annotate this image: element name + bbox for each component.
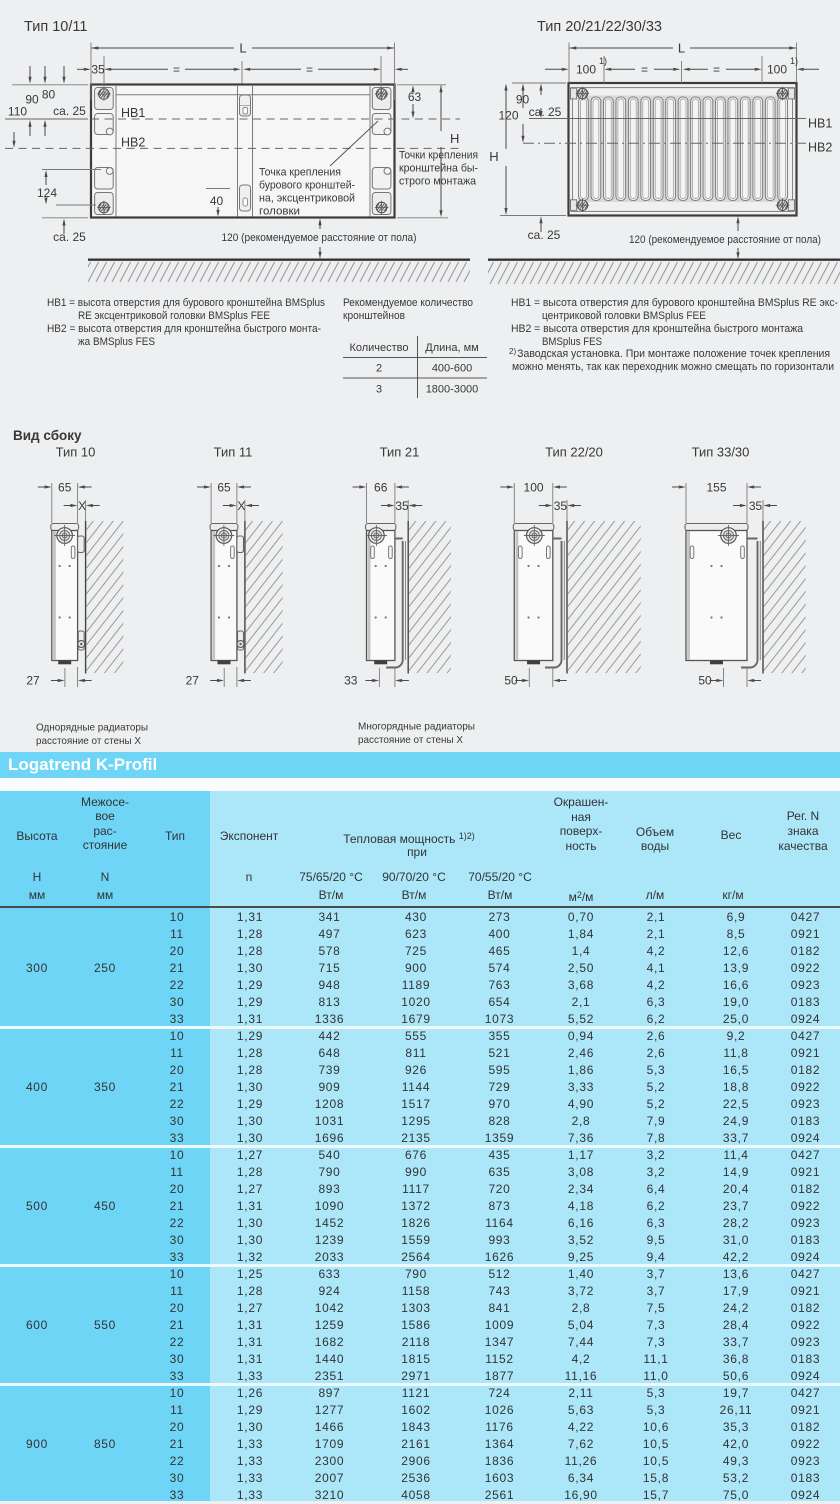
svg-text:X: X	[78, 499, 86, 513]
svg-text:Длина, мм: Длина, мм	[425, 342, 478, 354]
svg-text:головки: головки	[259, 206, 300, 218]
svg-text:Количество: Количество	[349, 342, 408, 354]
svg-text:2: 2	[376, 363, 382, 375]
svg-text:жа BMSplus FES: жа BMSplus FES	[78, 336, 155, 348]
svg-text:Тип 10: Тип 10	[56, 445, 96, 460]
svg-text:Тип 22/20: Тип 22/20	[545, 445, 603, 460]
svg-text:=: =	[713, 62, 720, 76]
svg-text:65: 65	[58, 481, 72, 495]
svg-text:бурового кронштей-: бурового кронштей-	[259, 180, 355, 192]
svg-text:ca. 25: ca. 25	[529, 105, 562, 119]
svg-text:40: 40	[210, 194, 224, 208]
svg-text:Тип 11: Тип 11	[214, 445, 253, 460]
svg-text:HB1: HB1	[121, 106, 145, 120]
svg-text:35: 35	[749, 499, 763, 513]
svg-text:65: 65	[217, 481, 231, 495]
svg-text:Рекомендуемое количество: Рекомендуемое количество	[343, 297, 473, 309]
svg-text:80: 80	[42, 88, 56, 102]
svg-text:Тип 33/30: Тип 33/30	[692, 445, 750, 460]
svg-text:кронштейнов: кронштейнов	[343, 310, 405, 322]
svg-text:=: =	[173, 62, 180, 76]
svg-text:3: 3	[376, 384, 382, 396]
svg-text:L: L	[678, 41, 685, 56]
svg-text:27: 27	[186, 674, 200, 688]
svg-text:HB2: HB2	[808, 141, 832, 155]
svg-text:66: 66	[374, 481, 388, 495]
svg-text:=: =	[306, 62, 313, 76]
svg-text:можно менять, так как переходн: можно менять, так как переходник можно с…	[512, 361, 834, 373]
svg-text:Вид сбоку: Вид сбоку	[13, 428, 82, 443]
svg-text:Тип 21: Тип 21	[380, 445, 420, 460]
svg-text:35: 35	[395, 499, 409, 513]
svg-text:63: 63	[408, 90, 422, 104]
svg-text:L: L	[239, 41, 246, 56]
svg-text:X: X	[237, 499, 245, 513]
svg-text:RE эксцентриковой головки BMSp: RE эксцентриковой головки BMSplus FEE	[78, 310, 270, 322]
svg-text:H: H	[450, 131, 459, 146]
svg-text:155: 155	[706, 481, 726, 495]
svg-text:1800-3000: 1800-3000	[426, 384, 479, 396]
svg-text:90: 90	[25, 93, 39, 107]
svg-text:H: H	[489, 149, 498, 164]
svg-text:120 (рекомендуемое расстояние: 120 (рекомендуемое расстояние от пола)	[222, 232, 417, 244]
svg-text:HB2 = высота отверстия для кро: HB2 = высота отверстия для кронштейна бы…	[47, 323, 321, 335]
svg-text:Однорядные радиаторы: Однорядные радиаторы	[36, 722, 148, 734]
svg-text:расстояние от стены X: расстояние от стены X	[358, 734, 463, 746]
svg-text:Точки крепления: Точки крепления	[399, 150, 478, 162]
svg-text:110: 110	[8, 105, 27, 119]
svg-text:1): 1)	[790, 56, 798, 66]
svg-text:120 (рекомендуемое расстояние: 120 (рекомендуемое расстояние от пола)	[629, 234, 821, 246]
svg-text:расстояние от стены X: расстояние от стены X	[36, 735, 141, 747]
svg-text:HB2 = высота отверстия для кро: HB2 = высота отверстия для кронштейна бы…	[511, 323, 804, 335]
svg-text:HB2: HB2	[121, 136, 145, 150]
svg-text:400-600: 400-600	[432, 363, 472, 375]
svg-text:Многорядные радиаторы: Многорядные радиаторы	[358, 721, 475, 733]
svg-text:HB1 = высота отверстия для бур: HB1 = высота отверстия для бурового крон…	[511, 297, 838, 309]
svg-text:1): 1)	[599, 56, 607, 66]
svg-text:строго монтажа: строго монтажа	[399, 176, 477, 188]
svg-text:ca. 25: ca. 25	[53, 230, 86, 244]
svg-text:124: 124	[37, 186, 57, 200]
svg-text:100: 100	[576, 63, 596, 77]
svg-text:100: 100	[524, 481, 544, 495]
svg-text:=: =	[641, 62, 648, 76]
svg-text:на, эксцентриковой: на, эксцентриковой	[259, 193, 355, 205]
svg-text:120: 120	[498, 109, 518, 123]
svg-text:35: 35	[554, 499, 568, 513]
svg-text:50: 50	[504, 674, 518, 688]
svg-text:HB1 = высота отверстия для бур: HB1 = высота отверстия для бурового крон…	[47, 297, 325, 309]
svg-text:HB1: HB1	[808, 117, 832, 131]
svg-text:Тип 10/11: Тип 10/11	[24, 19, 87, 35]
svg-text:центриковой головки BMSplus FE: центриковой головки BMSplus FEE	[542, 310, 706, 322]
svg-text:33: 33	[344, 674, 358, 688]
svg-text:BMSplus FES: BMSplus FES	[542, 336, 602, 348]
svg-text:100: 100	[767, 63, 787, 77]
svg-text:2)Заводская установка. При мон: 2)Заводская установка. При монтаже полож…	[509, 347, 830, 360]
svg-text:Тип 20/21/22/30/33: Тип 20/21/22/30/33	[537, 19, 662, 35]
svg-text:ca. 25: ca. 25	[53, 104, 86, 118]
svg-text:ca. 25: ca. 25	[528, 228, 561, 242]
svg-text:кронштейна бы-: кронштейна бы-	[399, 163, 478, 175]
svg-text:Точка крепления: Точка крепления	[259, 167, 341, 179]
svg-text:35: 35	[91, 63, 105, 77]
svg-text:50: 50	[698, 674, 712, 688]
svg-text:27: 27	[26, 674, 40, 688]
